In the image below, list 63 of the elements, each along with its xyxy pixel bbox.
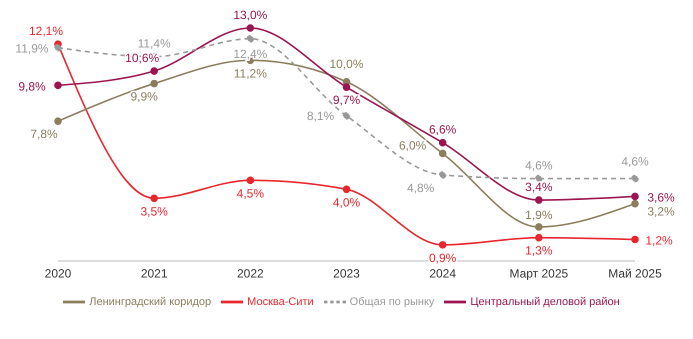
point — [246, 24, 254, 32]
point — [438, 138, 446, 147]
point — [631, 200, 639, 208]
point — [54, 44, 62, 52]
point — [438, 171, 446, 179]
data-label: 4,5% — [236, 186, 264, 200]
point — [631, 236, 639, 244]
point — [631, 192, 639, 200]
point — [150, 67, 158, 75]
data-label: 4,8% — [406, 180, 435, 195]
data-label: 9,9% — [130, 90, 158, 104]
data-label: 10,6% — [125, 51, 160, 66]
point — [438, 150, 446, 158]
point — [54, 117, 62, 125]
data-label: 9,7% — [332, 93, 360, 108]
data-label: 6,6% — [428, 122, 457, 137]
x-tick-label: 2023 — [333, 266, 360, 281]
data-label: 4,0% — [332, 195, 360, 210]
data-label: 12,1% — [28, 24, 64, 38]
data-label: 13,0% — [233, 8, 268, 22]
x-tick-label: Март 2025 — [509, 266, 569, 281]
data-label: 4,6% — [525, 158, 553, 173]
legend-label: Москва-Сити — [247, 296, 314, 308]
point — [535, 196, 543, 204]
point — [342, 83, 350, 91]
point — [150, 80, 158, 88]
point — [150, 194, 158, 202]
x-tick-label: Май 2025 — [608, 266, 662, 281]
data-label: 9,8% — [18, 79, 46, 94]
point — [631, 174, 639, 182]
legend-label: Центральный деловой район — [470, 296, 620, 308]
legend-label: Ленинградский коридор — [89, 296, 212, 308]
data-label: 3,5% — [140, 204, 168, 218]
data-label: 11,2% — [234, 66, 268, 80]
x-tick-label: 2022 — [236, 266, 264, 281]
point — [246, 176, 254, 184]
data-label: 3,2% — [647, 204, 675, 219]
data-label: 11,9% — [15, 42, 49, 56]
data-label: 6,0% — [398, 138, 427, 152]
legend-label: Общая по рынку — [350, 296, 434, 308]
data-label: 1,2% — [645, 233, 673, 248]
x-tick-label: 2020 — [44, 266, 72, 281]
point — [54, 82, 62, 90]
point — [535, 223, 543, 231]
data-label: 3,6% — [647, 190, 675, 204]
x-tick-label: 2021 — [140, 266, 168, 281]
data-label: 4,6% — [621, 154, 649, 169]
point — [342, 112, 350, 120]
point — [535, 234, 543, 242]
point — [535, 174, 543, 182]
point — [246, 34, 254, 43]
x-tick-label: 2024 — [429, 266, 456, 281]
data-label: 1,9% — [525, 208, 553, 222]
data-label: 10,0% — [329, 56, 364, 71]
point — [342, 186, 350, 194]
data-label: 0,9% — [428, 250, 457, 265]
data-label: 7,8% — [30, 127, 58, 142]
point — [438, 241, 446, 249]
data-label: 11,4% — [138, 36, 172, 51]
data-label: 8,1% — [306, 108, 334, 123]
data-label: 12,4% — [233, 46, 268, 61]
data-label: 3,4% — [525, 180, 553, 194]
data-label: 1,3% — [525, 244, 553, 258]
